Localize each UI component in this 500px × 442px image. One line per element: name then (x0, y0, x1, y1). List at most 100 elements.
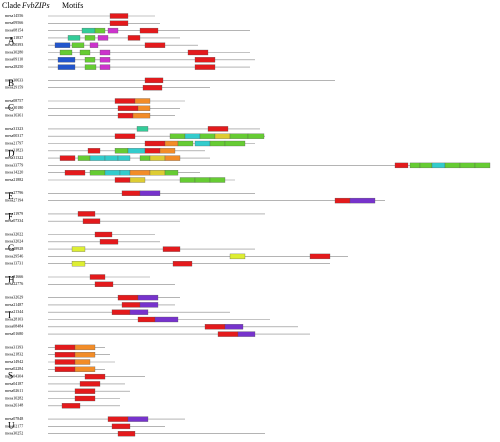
motif (217, 331, 239, 337)
motif (127, 416, 149, 422)
motif (79, 49, 91, 56)
motif (114, 133, 136, 139)
motif (162, 246, 181, 252)
gene-name: mesa21797 (5, 140, 23, 145)
motif (77, 155, 91, 161)
motif (139, 190, 161, 196)
motif (89, 170, 106, 176)
motif (409, 162, 421, 169)
motif (89, 274, 106, 280)
clade-label: I (8, 310, 11, 320)
clade-label: D (8, 149, 15, 159)
motif (214, 133, 231, 139)
gene-name: mesa30633 (5, 77, 23, 82)
motif (64, 170, 86, 176)
genes-header: FvbZIPs (21, 1, 50, 10)
motif (144, 140, 166, 147)
motif (431, 162, 446, 169)
motif (94, 281, 114, 287)
motif (164, 155, 181, 161)
motif (184, 133, 201, 139)
motif (111, 423, 131, 430)
motif (134, 98, 151, 104)
motif (54, 359, 76, 365)
motif (59, 49, 73, 56)
gene-name: mesa13731 (5, 261, 23, 266)
gene-name: mesa31323 (5, 126, 23, 131)
gene-name: mesa32024 (5, 239, 23, 244)
motif (81, 27, 96, 34)
motif (129, 170, 151, 176)
motif (121, 190, 141, 196)
motif (97, 35, 109, 41)
motif (107, 416, 129, 422)
gene-name: mesa07848 (5, 416, 23, 421)
gene-name: mesa29546 (5, 253, 23, 258)
motif (194, 64, 216, 70)
motif (74, 366, 96, 372)
gene-name: mesa02177 (5, 423, 23, 428)
motif (139, 27, 159, 34)
motif (82, 218, 101, 224)
motif (99, 64, 111, 70)
motif (194, 57, 216, 63)
gene-name: mesa30280 (5, 49, 23, 54)
motif (77, 211, 96, 217)
gene-name: mesa07334 (5, 218, 23, 223)
motif (129, 177, 146, 183)
clade-label: A (8, 36, 15, 46)
motif (139, 155, 151, 161)
motif (149, 170, 166, 176)
motif (194, 140, 211, 147)
motif (139, 302, 159, 308)
gene-name: mesa32022 (5, 231, 23, 236)
motif (84, 35, 96, 41)
gene-name: mesa00393 (5, 42, 23, 47)
motif (111, 309, 131, 315)
motif (224, 140, 246, 147)
motif (57, 64, 76, 70)
motif (109, 13, 129, 19)
motif (309, 253, 331, 260)
motif (59, 155, 76, 161)
motif (209, 140, 226, 147)
gene-name: mesa31823 (5, 148, 23, 153)
gene-name: mesa04187 (5, 381, 23, 386)
gene-name: mesa14942 (5, 359, 23, 364)
motif (107, 27, 119, 34)
motif (137, 294, 159, 301)
motif (194, 177, 211, 183)
motif (144, 42, 166, 48)
motif (87, 148, 101, 154)
motif (136, 126, 149, 132)
motif (54, 352, 76, 358)
motif (149, 155, 166, 161)
motif (247, 133, 265, 139)
motif (119, 170, 131, 176)
gene-name: mesa22776 (5, 281, 23, 286)
motif (159, 148, 176, 154)
motif (419, 162, 433, 169)
motif (209, 177, 226, 183)
motif (394, 162, 409, 169)
gene-name: mesa00317 (5, 133, 23, 138)
motif (117, 155, 131, 161)
gene-name: mesa30180 (5, 105, 23, 110)
motif (117, 294, 139, 301)
clade-label: G (8, 243, 15, 253)
motif (349, 197, 376, 204)
motif (474, 162, 491, 169)
motif (144, 148, 161, 154)
motif (334, 197, 351, 204)
motif (94, 27, 106, 34)
gene-name: mesa28250 (5, 64, 23, 69)
motif (109, 20, 129, 26)
motifs-header: Motifs (62, 1, 83, 10)
motif (67, 35, 81, 41)
motif (99, 57, 111, 63)
motif (74, 395, 96, 402)
motif (84, 64, 97, 70)
motif (71, 246, 86, 252)
motif (169, 133, 186, 139)
motif (229, 253, 246, 260)
